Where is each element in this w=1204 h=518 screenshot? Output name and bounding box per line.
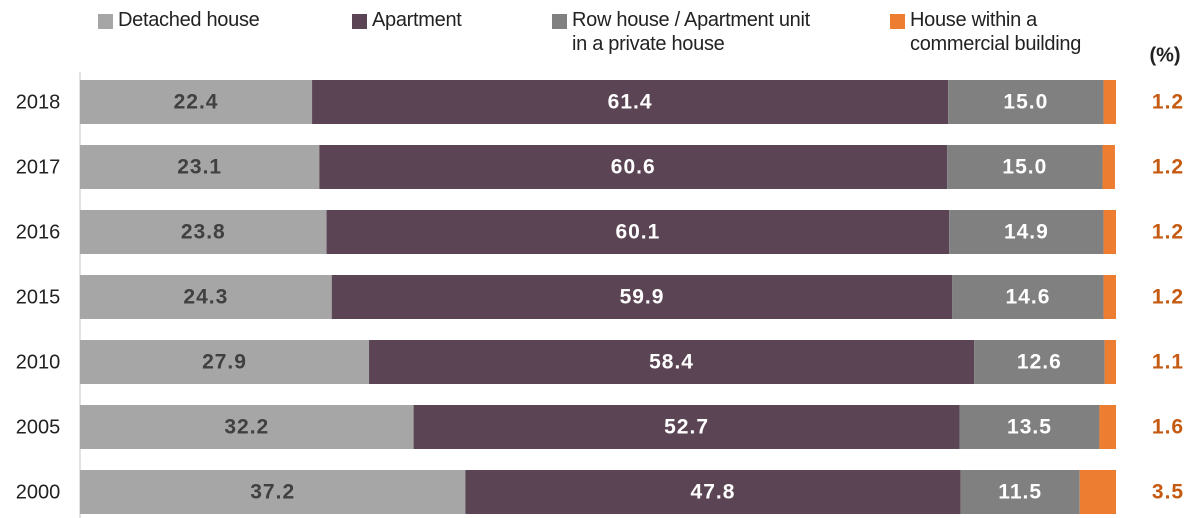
bar-segment <box>1102 145 1115 189</box>
data-label: 32.2 <box>224 416 269 439</box>
legend-label: Detached house <box>118 9 260 31</box>
bar-segment <box>80 210 327 254</box>
bar-segment <box>1099 405 1116 449</box>
data-label: 58.4 <box>649 351 694 374</box>
bar-segment <box>80 470 466 514</box>
bar-segment <box>948 80 1104 124</box>
bar-segment <box>952 275 1104 319</box>
bar-segment <box>1103 275 1116 319</box>
legend-swatch <box>890 14 905 29</box>
bar-segment <box>369 340 975 384</box>
bar-segment <box>312 80 949 124</box>
y-tick-label: 2005 <box>16 416 61 438</box>
data-label: 1.1 <box>1152 351 1184 374</box>
data-label: 24.3 <box>183 286 228 309</box>
data-label: 14.6 <box>1006 286 1051 309</box>
bar-segment <box>80 145 320 189</box>
bar-segment <box>413 405 960 449</box>
bar-segment <box>80 405 414 449</box>
data-label: 3.5 <box>1152 481 1184 504</box>
bar-segment <box>949 210 1104 254</box>
y-tick-label: 2017 <box>16 156 61 178</box>
legend-label: House within a commercial building <box>910 9 1082 55</box>
y-tick-label: 2000 <box>16 481 61 503</box>
bar-segment <box>319 145 948 189</box>
data-label: 14.9 <box>1004 221 1049 244</box>
bar-segment <box>465 470 961 514</box>
y-tick-label: 2018 <box>16 91 61 113</box>
bar-segment <box>1103 80 1116 124</box>
bar-segment <box>947 145 1103 189</box>
data-label: 1.2 <box>1152 221 1184 244</box>
data-label: 1.6 <box>1152 416 1184 439</box>
data-label: 12.6 <box>1017 351 1062 374</box>
data-label: 59.9 <box>620 286 665 309</box>
data-label: 22.4 <box>174 91 219 114</box>
data-label: 60.6 <box>611 156 656 179</box>
legend-swatch <box>98 14 113 29</box>
data-label: 47.8 <box>691 481 736 504</box>
data-label: 61.4 <box>608 91 653 114</box>
data-label: 11.5 <box>998 481 1042 504</box>
bar-segment <box>1103 210 1116 254</box>
data-label: 1.2 <box>1152 286 1184 309</box>
unit-label: (%) <box>1149 44 1180 66</box>
bar-segment <box>960 470 1080 514</box>
legend-label: Row house / Apartment unit in a private … <box>572 9 810 55</box>
bar-segment <box>959 405 1100 449</box>
y-tick-label: 2010 <box>16 351 61 373</box>
data-label: 15.0 <box>1003 91 1048 114</box>
bar-segment <box>80 275 332 319</box>
bar-segment <box>80 340 370 384</box>
data-label: 52.7 <box>664 416 709 439</box>
y-tick-label: 2015 <box>16 286 61 308</box>
data-label: 15.0 <box>1002 156 1047 179</box>
bar-segment <box>326 210 950 254</box>
data-label: 23.8 <box>181 221 226 244</box>
bar-segment <box>331 275 953 319</box>
data-label: 37.2 <box>250 481 295 504</box>
legend-swatch <box>352 14 367 29</box>
data-label: 1.2 <box>1152 156 1184 179</box>
bar-segment <box>974 340 1105 384</box>
data-label: 60.1 <box>615 221 660 244</box>
data-label: 13.5 <box>1007 416 1052 439</box>
data-label: 1.2 <box>1152 91 1184 114</box>
data-label: 27.9 <box>202 351 247 374</box>
bar-segment <box>1079 470 1116 514</box>
bar-segment <box>80 80 313 124</box>
legend-swatch <box>552 14 567 29</box>
legend-label: Apartment <box>372 9 462 31</box>
data-label: 23.1 <box>177 156 222 179</box>
bar-segment <box>1104 340 1116 384</box>
y-tick-label: 2016 <box>16 221 61 243</box>
